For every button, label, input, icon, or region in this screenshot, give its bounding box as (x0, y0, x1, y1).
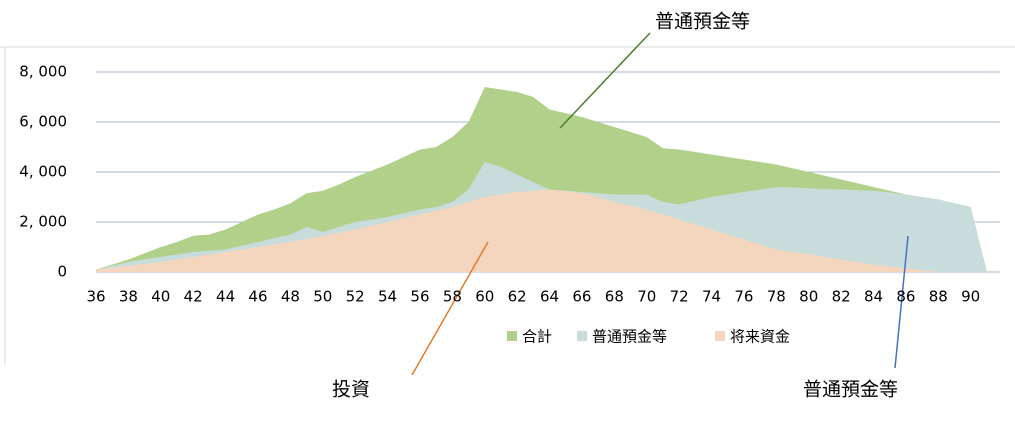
annotation-line (559, 32, 651, 129)
annotation-line (894, 235, 909, 369)
x-tick-label: 44 (216, 288, 235, 306)
x-tick-label: 58 (443, 288, 462, 306)
plot-area (96, 71, 1000, 273)
annotation: 投資 (332, 379, 370, 401)
x-tick-label: 72 (670, 288, 689, 306)
x-tick-label: 84 (864, 288, 883, 306)
x-tick-label: 60 (475, 288, 494, 306)
x-tick-label: 46 (248, 288, 267, 306)
legend-swatch (507, 331, 517, 341)
x-tick-label: 50 (313, 288, 332, 306)
legend-label: 合計 (522, 328, 552, 346)
x-tick-label: 80 (799, 288, 818, 306)
area (96, 189, 987, 272)
legend-label: 普通預金等 (592, 328, 667, 346)
x-tick-label: 82 (832, 288, 851, 306)
x-tick-label: 36 (86, 288, 105, 306)
legend-swatch (715, 331, 725, 341)
x-tick-label: 56 (410, 288, 429, 306)
x-tick-label: 88 (929, 288, 948, 306)
x-tick-label: 38 (119, 288, 138, 306)
x-tick-label: 76 (734, 288, 753, 306)
x-tick-label: 40 (151, 288, 170, 306)
legend-swatch (577, 331, 587, 341)
annotation-line (411, 241, 489, 376)
x-tick-label: 74 (702, 288, 721, 306)
y-tick-label: 2, 000 (19, 213, 67, 231)
y-tick-label: 6, 000 (19, 113, 67, 131)
annotation: 普通預金等 (803, 379, 898, 401)
y-tick-label: 4, 000 (19, 163, 67, 181)
x-tick-label: 68 (605, 288, 624, 306)
x-tick-label: 78 (767, 288, 786, 306)
x-tick-label: 66 (572, 288, 591, 306)
y-tick-label: 8, 000 (19, 63, 67, 81)
x-tick-label: 54 (378, 288, 397, 306)
x-tick-label: 90 (961, 288, 980, 306)
y-tick-label: 0 (57, 263, 67, 281)
x-tick-label: 62 (508, 288, 527, 306)
x-tick-label: 52 (346, 288, 365, 306)
x-tick-label: 70 (637, 288, 656, 306)
legend-label: 将来資金 (730, 328, 790, 346)
x-tick-label: 42 (184, 288, 203, 306)
x-tick-label: 48 (281, 288, 300, 306)
annotation: 普通預金等 (655, 11, 750, 33)
x-tick-label: 64 (540, 288, 559, 306)
x-tick-label: 86 (896, 288, 915, 306)
